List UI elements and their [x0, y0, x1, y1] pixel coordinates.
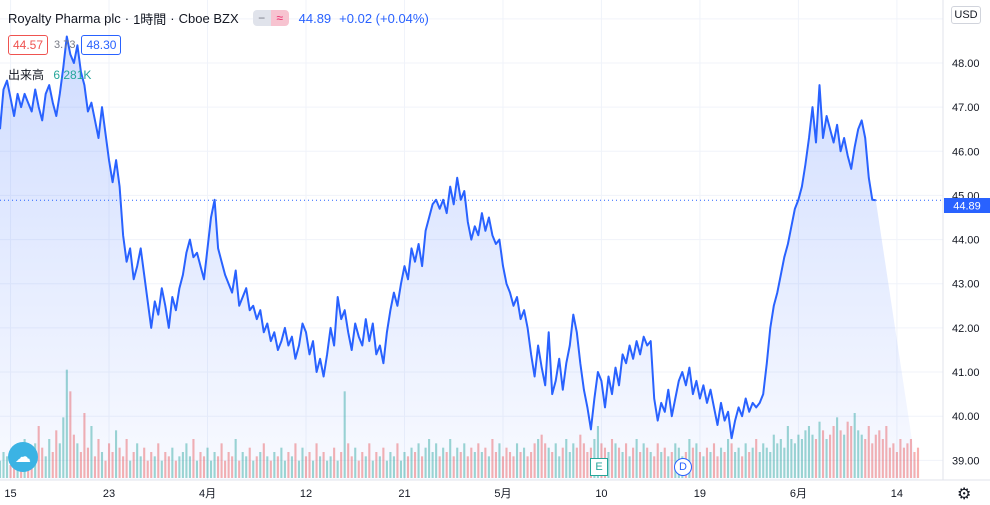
x-tick-label: 19 — [694, 488, 706, 500]
quote-row: 44.57 3.73 48.30 — [8, 35, 122, 55]
sell-button[interactable]: 44.57 — [8, 35, 49, 55]
price-area-fill — [0, 36, 918, 480]
separator: · — [124, 10, 130, 26]
time-axis[interactable]: 15 23 4月 12 21 5月 10 19 6月 14 — [4, 488, 903, 500]
spread-value: 3.73 — [54, 39, 76, 51]
x-tick-label: 14 — [891, 488, 903, 500]
chart-header: Royalty Pharma plc · 1時間 · Cboe BZX − ≈ … — [8, 8, 429, 28]
x-tick-label: 5月 — [494, 488, 511, 500]
compare-toggle[interactable]: − ≈ — [252, 10, 289, 26]
y-tick-label: 42.00 — [952, 323, 980, 335]
volume-value: 6.281K — [53, 68, 92, 82]
price-area — [0, 36, 918, 480]
dividend-marker[interactable]: D — [674, 458, 692, 476]
x-tick-label: 4月 — [199, 488, 216, 500]
x-tick-label: 12 — [300, 488, 312, 500]
currency-button[interactable]: USD — [951, 6, 981, 24]
last-price: 44.89 — [298, 10, 332, 26]
symbol-name[interactable]: Royalty Pharma plc — [8, 10, 121, 26]
volume-bar — [916, 447, 920, 478]
y-tick-label: 40.00 — [952, 411, 980, 423]
x-tick-label: 6月 — [790, 488, 807, 500]
price-line — [0, 35, 943, 440]
interval-label[interactable]: 1時間 — [133, 11, 167, 27]
x-tick-label: 21 — [398, 488, 410, 500]
gear-icon[interactable]: ⚙ — [957, 486, 972, 503]
volume-legend: 出来高 6.281K — [8, 66, 91, 83]
price-series-line — [0, 35, 876, 440]
y-tick-label: 47.00 — [952, 102, 980, 114]
last-price-tag: 44.89 — [944, 198, 990, 213]
cloud-icon[interactable]: ☁ — [8, 442, 38, 472]
buy-button[interactable]: 48.30 — [81, 35, 122, 55]
price-change: +0.02 (+0.04%) — [339, 10, 429, 26]
earnings-marker[interactable]: E — [590, 458, 608, 476]
price-tag-text: 44.89 — [953, 201, 981, 213]
y-tick-label: 46.00 — [952, 146, 980, 158]
y-tick-label: 48.00 — [952, 58, 980, 70]
volume-label: 出来高 — [8, 68, 45, 82]
x-tick-label: 23 — [103, 488, 115, 500]
x-tick-label: 15 — [4, 488, 16, 500]
x-tick-label: 10 — [595, 488, 607, 500]
separator: · — [170, 10, 175, 26]
approx-icon[interactable]: ≈ — [270, 10, 289, 26]
exchange-label: Cboe BZX — [178, 10, 239, 26]
y-tick-label: 41.00 — [952, 367, 980, 379]
price-axis[interactable]: 39.0040.0041.0042.0043.0044.0045.0046.00… — [952, 14, 980, 468]
minus-icon[interactable]: − — [252, 10, 271, 26]
y-tick-label: 39.00 — [952, 455, 980, 467]
y-tick-label: 43.00 — [952, 279, 980, 291]
y-tick-label: 44.00 — [952, 235, 980, 247]
